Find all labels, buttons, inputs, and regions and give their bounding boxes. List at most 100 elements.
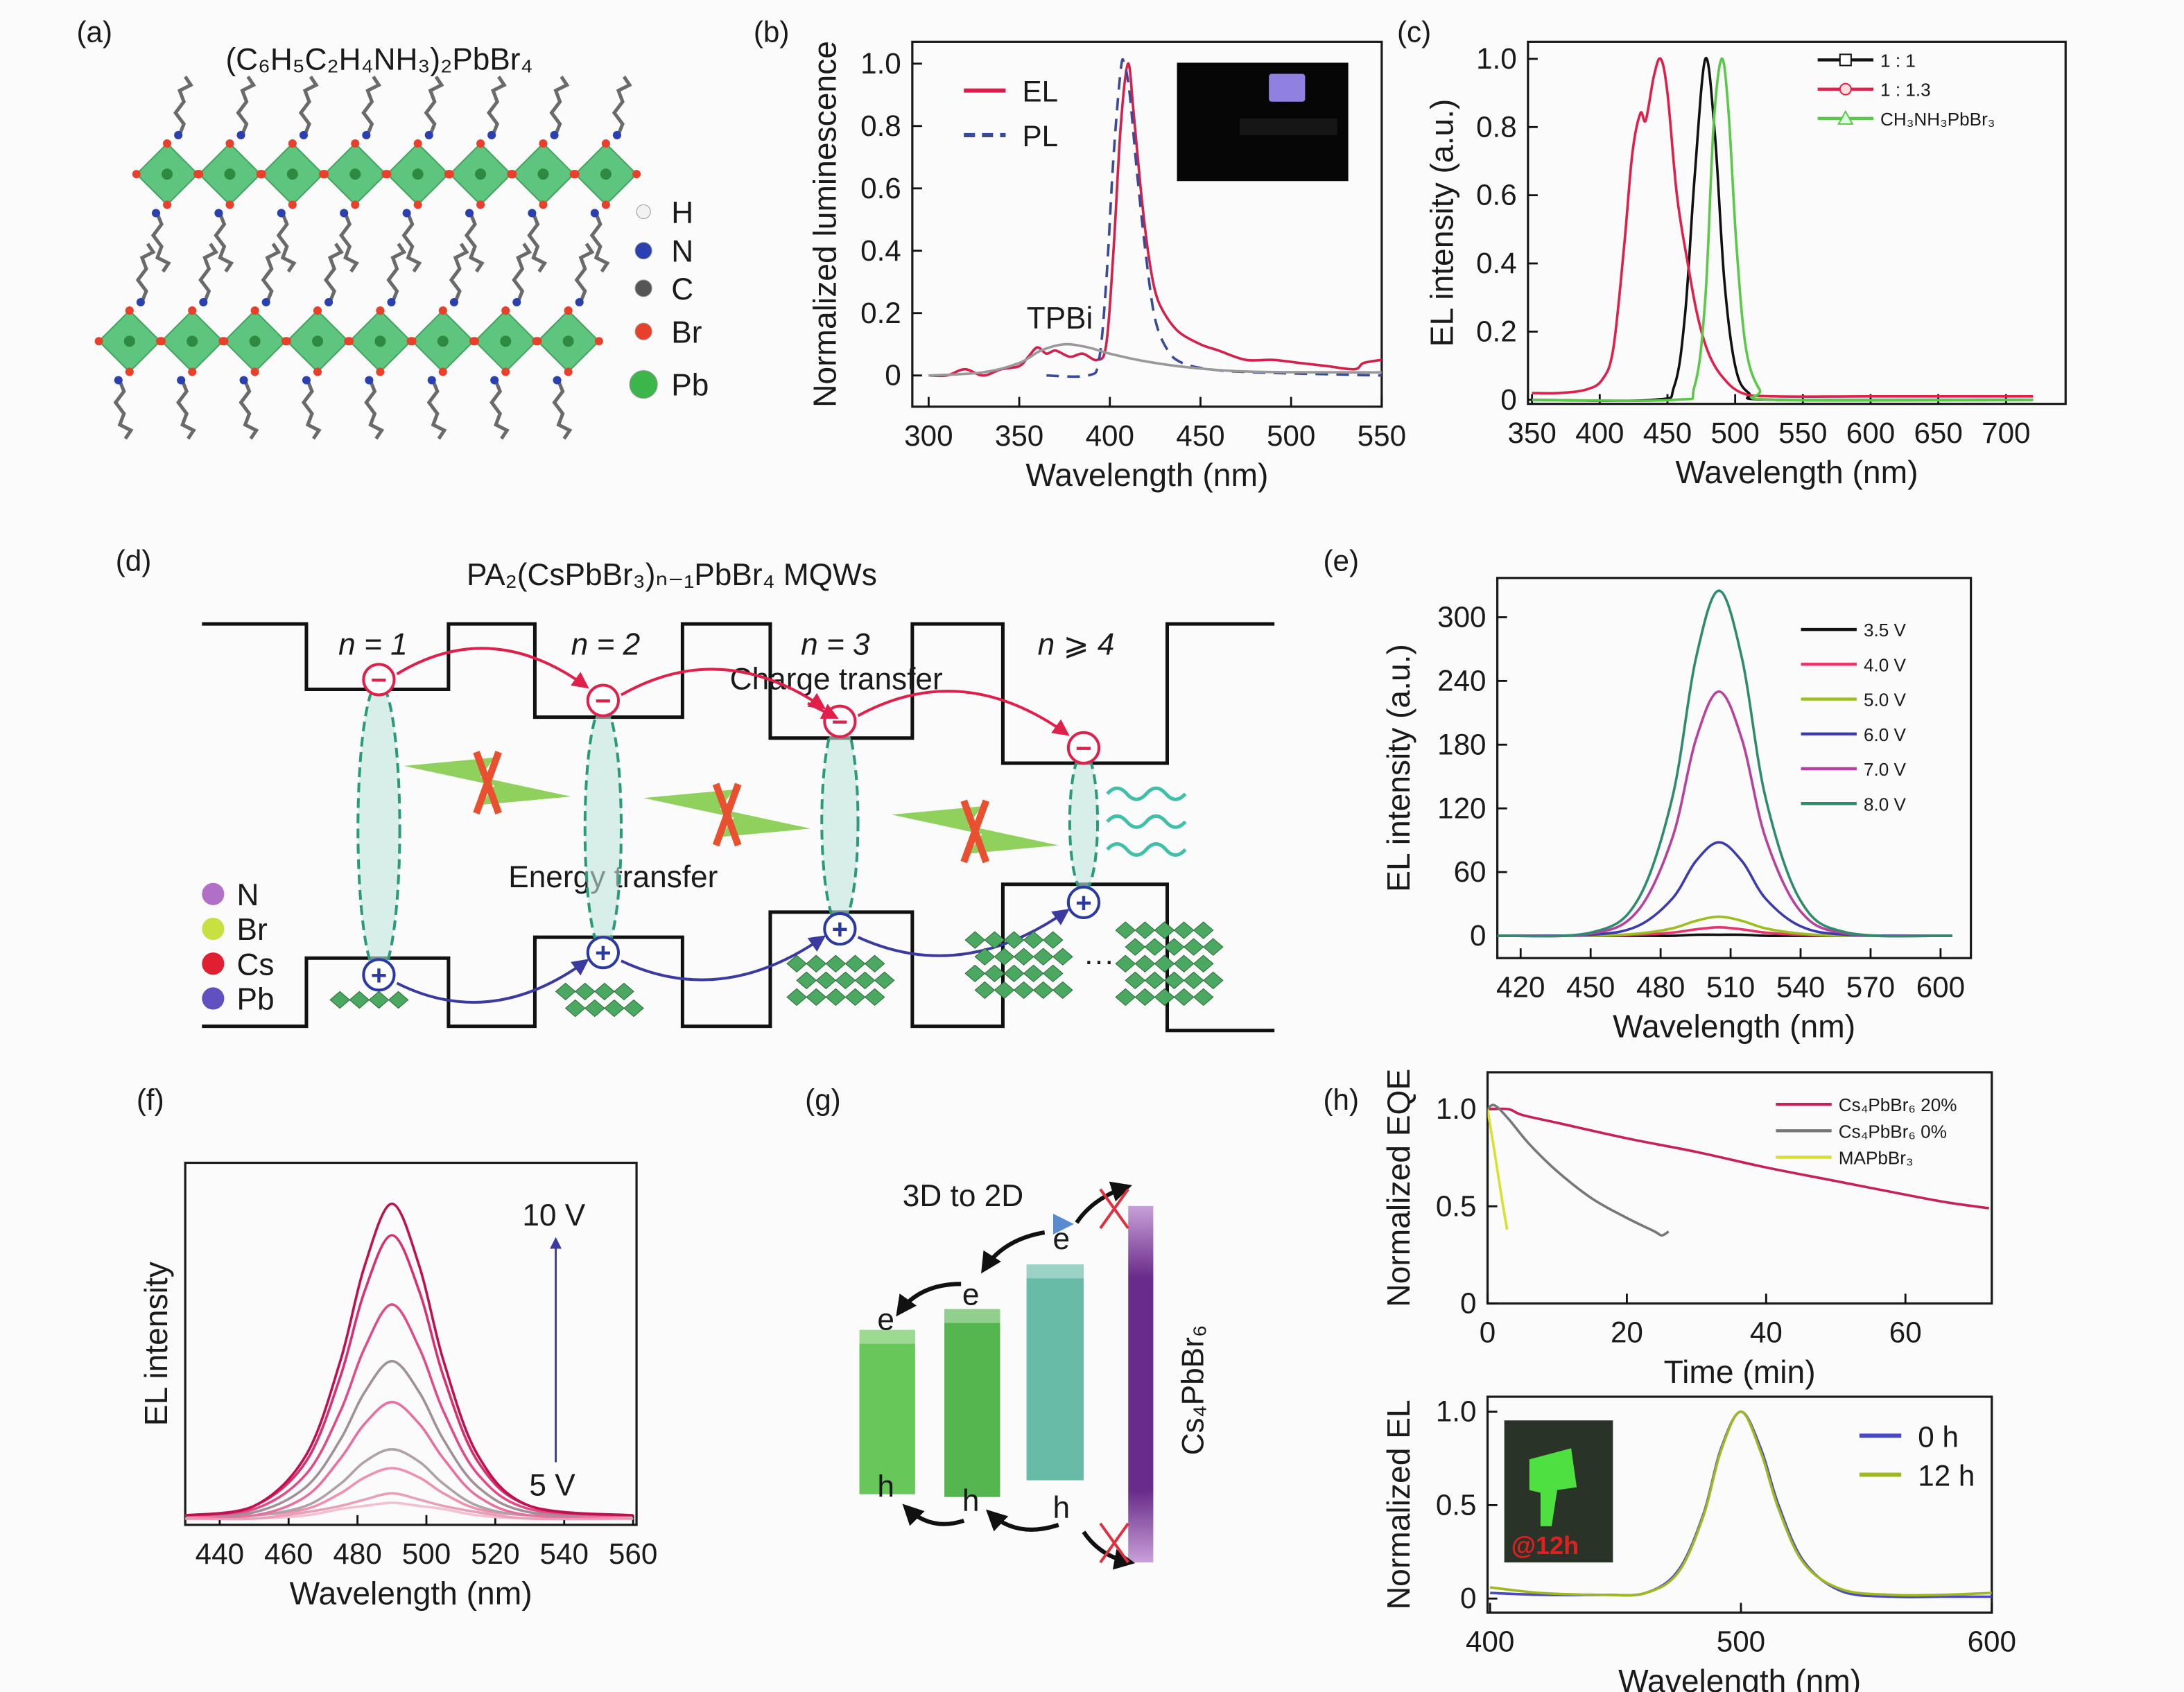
organic-chain bbox=[173, 76, 193, 139]
atom-swatch-n bbox=[634, 242, 652, 260]
y-axis-label: EL intensity bbox=[138, 1262, 174, 1426]
y-tick-label: 180 bbox=[1437, 728, 1486, 760]
organic-chain bbox=[612, 76, 632, 139]
series-line-3 bbox=[185, 1448, 634, 1518]
mini-octahedron bbox=[854, 971, 876, 990]
band-edge-highlight bbox=[1026, 1264, 1084, 1279]
y-tick-label: 240 bbox=[1437, 664, 1486, 697]
atom-swatch-cs bbox=[202, 952, 225, 975]
atom-swatch-br bbox=[634, 322, 652, 340]
panel-label-e: (e) bbox=[1323, 545, 1359, 577]
y-tick-label: 0 bbox=[1460, 1582, 1476, 1614]
bromine-atom bbox=[501, 306, 510, 315]
carrier-transfer-arrow bbox=[1075, 1181, 1132, 1224]
mini-octahedron bbox=[564, 999, 586, 1018]
x-tick-label: 460 bbox=[264, 1537, 313, 1570]
bromine-atom bbox=[501, 367, 510, 376]
y-tick-label: 0.8 bbox=[1476, 110, 1517, 143]
bromine-atom bbox=[571, 170, 580, 179]
chart-b: 300 350 400 450 500 550 0 0.2 0.4 0.6 0.8 1.0 Wavele… bbox=[806, 40, 1406, 493]
atom-swatch-c bbox=[634, 279, 652, 297]
legend-label: Cs₄PbBr₆ 20% bbox=[1839, 1094, 1957, 1115]
lead-atom bbox=[312, 335, 324, 347]
mini-octahedron bbox=[1134, 921, 1156, 939]
mini-octahedron bbox=[974, 948, 996, 966]
hole-label: h bbox=[962, 1484, 980, 1518]
mini-octahedron bbox=[594, 982, 615, 1001]
chart-c: 350 400 450 500 550 600 650 700 0 0.2 0.4 0.6 0.8 1.0… bbox=[1423, 40, 2067, 490]
bromine-atom bbox=[533, 337, 542, 346]
chart-h1: 0 20 40 60 0 0.5 1.0 Time (min) Normalized EQE Cs… bbox=[1380, 1069, 1993, 1390]
nitrogen-atom bbox=[136, 297, 145, 307]
mini-octahedron bbox=[1013, 981, 1034, 1000]
series-line-1-1-3 bbox=[1532, 57, 2034, 399]
mini-octahedron bbox=[1134, 954, 1156, 973]
x-tick-label: 480 bbox=[1636, 970, 1685, 1003]
nitrogen-atom bbox=[114, 376, 123, 385]
legend-label: 4.0 V bbox=[1864, 654, 1907, 675]
mini-octahedron bbox=[388, 991, 409, 1009]
bromine-atom bbox=[408, 337, 417, 346]
exciton-ellipse bbox=[820, 715, 860, 928]
atom-swatch-pb bbox=[202, 987, 225, 1010]
mini-octahedron bbox=[1183, 938, 1204, 956]
y-tick-label: 1.0 bbox=[1436, 1395, 1477, 1428]
x-tick-label: 500 bbox=[1710, 417, 1759, 449]
nitrogen-atom bbox=[590, 209, 599, 218]
bromine-atom bbox=[288, 139, 297, 148]
carrier-transfer-arrow bbox=[981, 1230, 1046, 1274]
bromine-atom bbox=[476, 139, 485, 148]
nitrogen-atom bbox=[299, 130, 308, 139]
carrier-transfer-arrow bbox=[902, 1503, 965, 1526]
nitrogen-atom bbox=[277, 209, 286, 218]
atom-label: Pb bbox=[237, 983, 275, 1017]
legend-label: CH₃NH₃PbBr₃ bbox=[1880, 109, 1995, 130]
emission-wave-icon bbox=[1106, 842, 1187, 857]
x-tick-label: 420 bbox=[1496, 970, 1545, 1003]
organic-chain bbox=[449, 243, 469, 306]
x-tick-label: 350 bbox=[1507, 417, 1556, 449]
hole-icon bbox=[586, 936, 620, 970]
organic-chain bbox=[198, 243, 219, 306]
lead-atom bbox=[249, 335, 261, 347]
atom-label: Br bbox=[237, 913, 268, 947]
bromine-atom bbox=[257, 170, 266, 179]
annotation-tpbi: TPBi bbox=[1027, 302, 1093, 335]
legend-label: 6.0 V bbox=[1864, 724, 1907, 745]
bromine-atom bbox=[320, 170, 329, 179]
nitrogen-atom bbox=[575, 297, 584, 307]
bromine-atom bbox=[250, 306, 259, 315]
emission-wave-icon bbox=[1106, 786, 1187, 801]
bromine-atom bbox=[125, 367, 134, 376]
legend-label: 5.0 V bbox=[1864, 690, 1907, 710]
x-tick-label: 600 bbox=[1968, 1625, 2016, 1658]
atom-label: Pb bbox=[671, 369, 709, 403]
nitrogen-atom bbox=[365, 376, 374, 385]
mini-octahedron bbox=[1173, 988, 1195, 1006]
organic-chain bbox=[589, 209, 610, 273]
bromine-atom bbox=[351, 139, 360, 148]
chart-h2: 400 500 600 0 0.5 1.0 Wavelength (nm) Normalize… bbox=[1380, 1395, 2016, 1692]
y-axis-label: Normalized EQE bbox=[1380, 1069, 1416, 1307]
nitrogen-atom bbox=[550, 130, 559, 139]
series-line-12-h bbox=[1489, 1410, 1992, 1597]
mini-octahedron bbox=[974, 981, 996, 1000]
panel-label-b: (b) bbox=[754, 15, 790, 48]
conduction-band-edge bbox=[202, 622, 1275, 765]
mini-octahedron bbox=[844, 988, 866, 1006]
electron-symbol: − bbox=[1075, 733, 1091, 764]
bromine-atom bbox=[471, 337, 480, 346]
x-tick-label: 440 bbox=[196, 1537, 244, 1570]
plot-frame bbox=[1496, 577, 1973, 959]
plot-frame bbox=[1486, 1071, 1993, 1305]
legend-label: 8.0 V bbox=[1864, 794, 1907, 814]
y-tick-label: 0.8 bbox=[860, 110, 901, 142]
mini-octahedron bbox=[349, 991, 370, 1009]
atom-label: Br bbox=[671, 315, 702, 349]
x-tick-label: 450 bbox=[1643, 417, 1692, 449]
series-line-mapbbr- bbox=[1487, 1108, 1509, 1230]
x-tick-label: 600 bbox=[1846, 417, 1895, 449]
mini-octahedron bbox=[1115, 988, 1136, 1006]
nitrogen-atom bbox=[236, 130, 245, 139]
mini-octahedron bbox=[864, 954, 885, 973]
